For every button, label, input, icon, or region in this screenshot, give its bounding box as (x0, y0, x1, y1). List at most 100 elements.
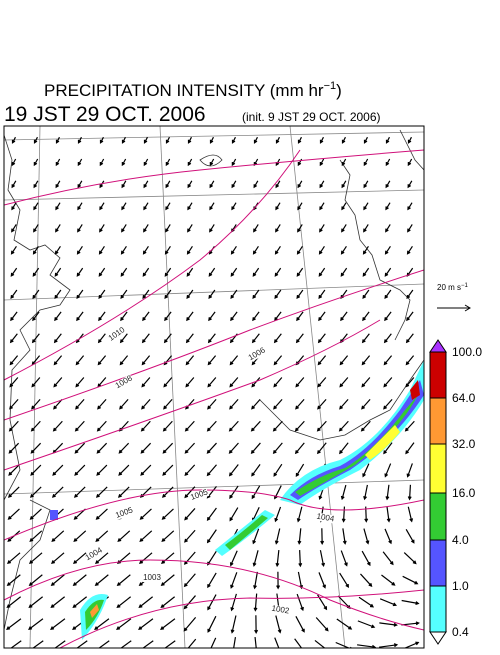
wind-arrow (76, 311, 84, 322)
wind-arrow (335, 641, 352, 648)
wind-arrow (405, 529, 415, 544)
wind-arrow (318, 245, 325, 255)
wind-arrow (32, 267, 40, 277)
wind-arrow (297, 202, 303, 211)
wind-arrow (231, 180, 237, 189)
wind-arrow (53, 398, 63, 410)
wind-arrow (140, 464, 152, 476)
wind-arrow (251, 398, 261, 410)
wind-arrow (187, 638, 197, 648)
colorbar-label: 0.4 (452, 625, 469, 639)
wind-arrow (55, 180, 61, 189)
wind-arrow (31, 398, 41, 410)
wind-arrow (230, 593, 237, 612)
wind-arrow (341, 506, 346, 523)
wind-arrow (72, 596, 88, 609)
wind-arrow (162, 442, 174, 454)
wind-arrow (272, 442, 283, 455)
wind-arrow (318, 267, 326, 277)
wind-arrow (33, 202, 39, 211)
isobar-label-bg (84, 546, 104, 563)
wind-arrow (183, 616, 197, 632)
wind-arrow (161, 530, 175, 542)
wind-arrow (138, 596, 154, 609)
wind-arrow (402, 575, 419, 585)
wind-arrow (406, 463, 413, 478)
wind-arrow (297, 224, 303, 233)
wind-arrow (8, 442, 20, 454)
wind-arrow (75, 398, 85, 410)
wind-arrow (164, 267, 172, 277)
wind-arrow (6, 574, 21, 587)
wind-arrow (358, 596, 375, 608)
wind-arrow (98, 289, 106, 300)
wind-arrow (253, 571, 258, 590)
wind-arrow (97, 355, 107, 366)
wind-arrow (230, 289, 238, 300)
wind-arrow (296, 593, 304, 612)
wind-arrow (9, 355, 19, 366)
wind-arrow (141, 333, 150, 344)
wind-arrow (295, 377, 305, 388)
wind-arrow (143, 158, 149, 167)
wind-arrow (384, 289, 392, 300)
wind-arrow (94, 574, 109, 587)
wind-arrow (363, 224, 369, 233)
title-sup: −1 (324, 80, 337, 92)
wind-arrow (206, 507, 217, 522)
wind-arrow (407, 202, 413, 211)
wind-arrow (141, 355, 151, 366)
wind-arrow (229, 377, 239, 388)
wind-arrow (318, 311, 326, 322)
wind-arrow (141, 377, 151, 388)
wind-arrow (51, 530, 65, 542)
wind-arrow (183, 595, 196, 610)
wind-arrow (296, 245, 303, 255)
wind-arrow (206, 420, 217, 432)
wind-arrow (54, 289, 62, 300)
wind-arrow (31, 333, 40, 344)
wind-arrow (361, 333, 370, 344)
wind-arrow (55, 136, 61, 144)
isobar-label: 1004 (316, 512, 336, 524)
wind-arrow (209, 180, 215, 189)
colorbar-label: 100.0 (452, 345, 482, 359)
wind-arrow (384, 245, 391, 255)
wind-arrow (187, 224, 193, 233)
wind-arrow (383, 333, 392, 344)
isobar-label-bg (270, 604, 290, 616)
wind-arrow (316, 442, 327, 455)
isobars (4, 149, 424, 648)
wind-arrow (251, 464, 261, 477)
isobar-label: 1004 (84, 545, 104, 562)
wind-arrow (363, 180, 369, 189)
wind-arrow (186, 267, 194, 277)
wind-arrow (384, 311, 392, 322)
wind-arrow (406, 245, 413, 255)
wind-arrow (28, 618, 44, 631)
wind-arrow (320, 528, 325, 545)
wind-arrow (209, 202, 215, 211)
wind-arrow (33, 158, 39, 167)
wind-arrow (54, 640, 66, 648)
wind-arrow (99, 202, 105, 211)
colorbar: 100.0 64.0 32.0 16.0 4.0 1.0 0.4 (429, 339, 482, 645)
wind-arrow (254, 615, 259, 634)
wind-arrow (139, 508, 152, 520)
wind-arrow (405, 355, 415, 366)
scale-label-main: 20 m s (437, 283, 461, 292)
wind-arrow (209, 224, 215, 233)
wind-arrow (118, 464, 130, 476)
wind-arrow (6, 596, 22, 609)
wind-arrow (76, 267, 84, 277)
wind-arrow (362, 245, 369, 255)
wind-arrow (384, 528, 392, 545)
wind-arrow (385, 484, 390, 501)
wind-arrow (74, 464, 86, 476)
wind-arrow (405, 442, 415, 455)
wind-vectors (6, 136, 420, 648)
wind-arrow (50, 574, 65, 587)
wind-arrow (184, 508, 196, 521)
wind-arrow (379, 643, 399, 648)
